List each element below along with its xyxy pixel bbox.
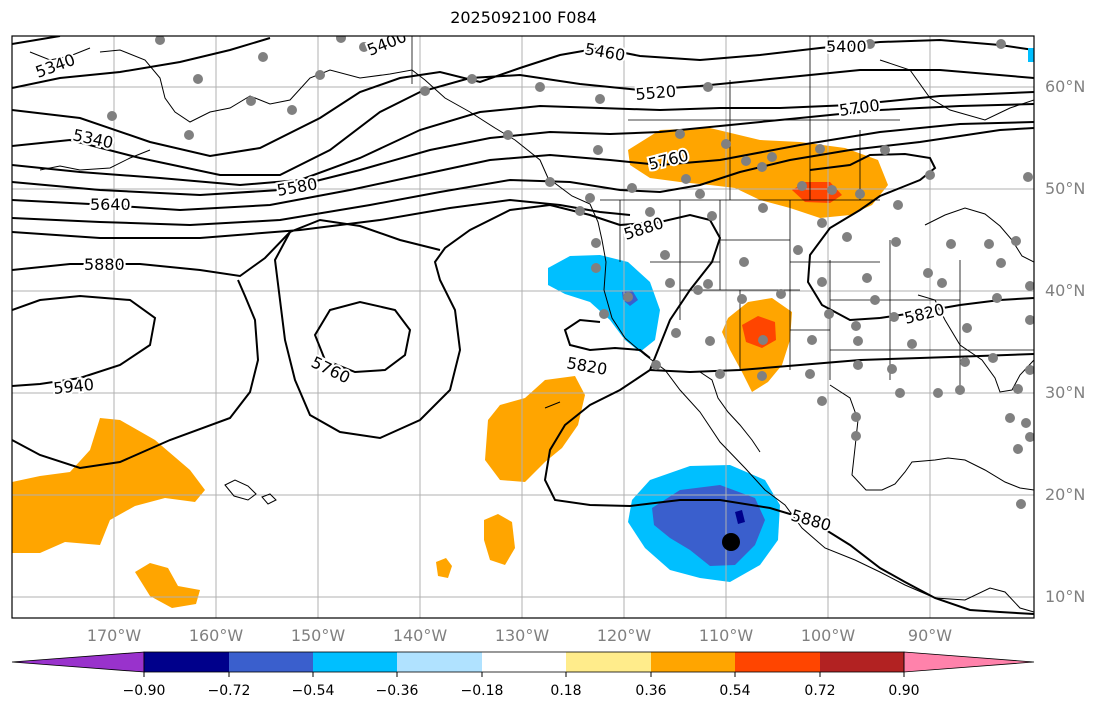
colorbar-tick-label: 0.90 [888,683,920,699]
plot-background [12,36,1034,618]
lat-label: 30°N [1045,383,1086,402]
lon-label: 170°W [86,626,142,645]
colorbar-tick-label: −0.54 [291,683,335,699]
lon-label: 160°W [188,626,244,645]
lon-label: 110°W [698,626,754,645]
contour-label: 5880 [84,255,125,274]
lon-label: 130°W [494,626,550,645]
state-borders [411,36,1034,390]
orange-region-small [484,514,515,565]
lat-label: 20°N [1045,485,1086,504]
colorbar-tick-label: −0.36 [375,683,419,699]
colorbar-tick-label: 0.54 [719,683,751,699]
map-title: 2025092100 F084 [450,8,597,27]
orange-region-tiny [436,558,452,578]
lat-label: 10°N [1045,587,1086,606]
navy-region-mexico [735,510,745,524]
colorbar-segment [566,652,651,672]
colorbar [11,651,1035,677]
lon-label: 90°W [907,626,953,645]
lon-label: 140°W [392,626,448,645]
lat-label: 60°N [1045,77,1086,96]
colorbar-tick-label: −0.72 [207,683,251,699]
station-markers [107,36,1034,509]
colorbar-segment [313,652,397,672]
storm-center-marker [722,533,740,551]
lat-label: 40°N [1045,281,1086,300]
colorbar-tick-label: 0.72 [804,683,836,699]
colorbar-tick-label: −0.90 [122,683,166,699]
colorbar-extend-low [11,651,145,673]
colorbar-tick-label: −0.18 [460,683,504,699]
corner-marker [1028,48,1034,62]
colorbar-segment [820,652,904,672]
contour-label: 5640 [90,195,131,214]
lat-label: 50°N [1045,179,1086,198]
colorbar-segment [144,652,229,672]
colorbar-segment [651,652,735,672]
colorbar-segment [397,652,482,672]
gridlines [12,36,1034,618]
colorbar-segment [482,652,566,672]
plot-frame [11,35,1035,619]
anomaly-shading [12,128,888,608]
orange-region-hawaii-north [12,418,205,553]
colorbar-extend-high [903,651,1035,673]
contour-label: 5520 [635,82,677,104]
colorbar-segment [229,652,313,672]
lightblue-region-california [548,255,660,352]
colorbar-tick-label: 0.18 [550,683,582,699]
lon-label: 100°W [800,626,856,645]
height-contours [12,36,1034,615]
colorbar-segment [735,652,820,672]
lon-label: 150°W [290,626,346,645]
contour-label: 5400 [826,37,867,56]
lon-label: 120°W [596,626,652,645]
colorbar-tick-label: 0.36 [635,683,667,699]
